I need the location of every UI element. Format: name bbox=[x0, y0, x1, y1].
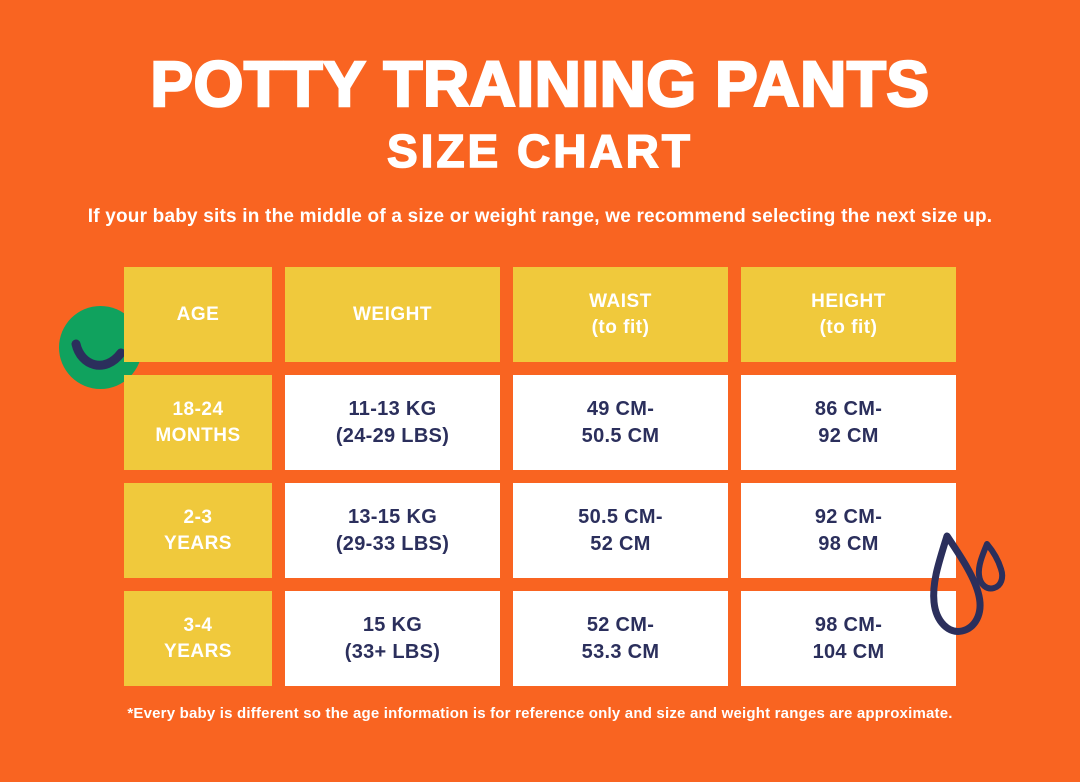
size-chart-table: AGE WEIGHT WAIST (to fit) HEIGHT (to fit… bbox=[124, 267, 956, 686]
water-drops-icon bbox=[930, 532, 1006, 635]
table-cell-age-row2: 2-3 YEARS bbox=[124, 483, 272, 578]
cell-line: 86 CM- bbox=[814, 397, 883, 420]
cell-line: 92 CM bbox=[818, 424, 879, 447]
cell-line: 2-3 bbox=[183, 506, 213, 528]
column-header-age: AGE bbox=[124, 267, 272, 362]
table-cell-waist-row2: 50.5 CM- 52 CM bbox=[513, 483, 728, 578]
header-sub: (to fit) bbox=[819, 316, 878, 338]
table-cell-height-row2: 92 CM- 98 CM bbox=[741, 483, 956, 578]
table-cell-age-row1: 18-24 MONTHS bbox=[124, 375, 272, 470]
cell-line: 13-15 KG bbox=[347, 505, 438, 528]
header-label: WAIST bbox=[589, 290, 652, 312]
cell-line: (24-29 LBS) bbox=[335, 424, 450, 447]
cell-line: 50.5 CM- bbox=[578, 505, 663, 528]
cell-line: (33+ LBS) bbox=[344, 640, 441, 663]
page-subtitle: SIZE CHART bbox=[386, 125, 693, 177]
cell-line: 49 CM- bbox=[586, 397, 655, 420]
cell-line: 53.3 CM bbox=[581, 640, 660, 663]
cell-line: 52 CM- bbox=[586, 613, 655, 636]
header-label: AGE bbox=[176, 303, 220, 325]
cell-line: 98 CM bbox=[818, 532, 879, 555]
table-cell-height-row3: 98 CM- 104 CM bbox=[741, 591, 956, 686]
header-sub: (to fit) bbox=[591, 316, 650, 338]
header-label: HEIGHT bbox=[811, 290, 886, 312]
page-title: POTTY TRAINING PANTS bbox=[149, 48, 930, 120]
cell-line: 104 CM bbox=[812, 640, 885, 663]
size-recommendation-note: If your baby sits in the middle of a siz… bbox=[87, 206, 993, 227]
cell-line: 3-4 bbox=[183, 614, 213, 636]
table-cell-weight-row1: 11-13 KG (24-29 LBS) bbox=[285, 375, 500, 470]
cell-line: 52 CM bbox=[590, 532, 651, 555]
cell-line: YEARS bbox=[164, 640, 232, 662]
column-header-height: HEIGHT (to fit) bbox=[741, 267, 956, 362]
table-cell-waist-row3: 52 CM- 53.3 CM bbox=[513, 591, 728, 686]
table-cell-waist-row1: 49 CM- 50.5 CM bbox=[513, 375, 728, 470]
cell-line: 50.5 CM bbox=[581, 424, 660, 447]
column-header-waist: WAIST (to fit) bbox=[513, 267, 728, 362]
column-header-weight: WEIGHT bbox=[285, 267, 500, 362]
table-cell-weight-row3: 15 KG (33+ LBS) bbox=[285, 591, 500, 686]
cell-line: 15 KG bbox=[362, 613, 423, 636]
cell-line: 98 CM- bbox=[814, 613, 883, 636]
cell-line: 18-24 bbox=[172, 398, 224, 420]
header-label: WEIGHT bbox=[353, 303, 432, 325]
table-cell-weight-row2: 13-15 KG (29-33 LBS) bbox=[285, 483, 500, 578]
smile-icon bbox=[71, 339, 126, 370]
table-cell-age-row3: 3-4 YEARS bbox=[124, 591, 272, 686]
table-cell-height-row1: 86 CM- 92 CM bbox=[741, 375, 956, 470]
footnote: *Every baby is different so the age info… bbox=[127, 705, 953, 722]
cell-line: YEARS bbox=[164, 532, 232, 554]
cell-line: (29-33 LBS) bbox=[335, 532, 450, 555]
cell-line: 92 CM- bbox=[814, 505, 883, 528]
cell-line: 11-13 KG bbox=[348, 397, 437, 420]
cell-line: MONTHS bbox=[155, 424, 241, 446]
